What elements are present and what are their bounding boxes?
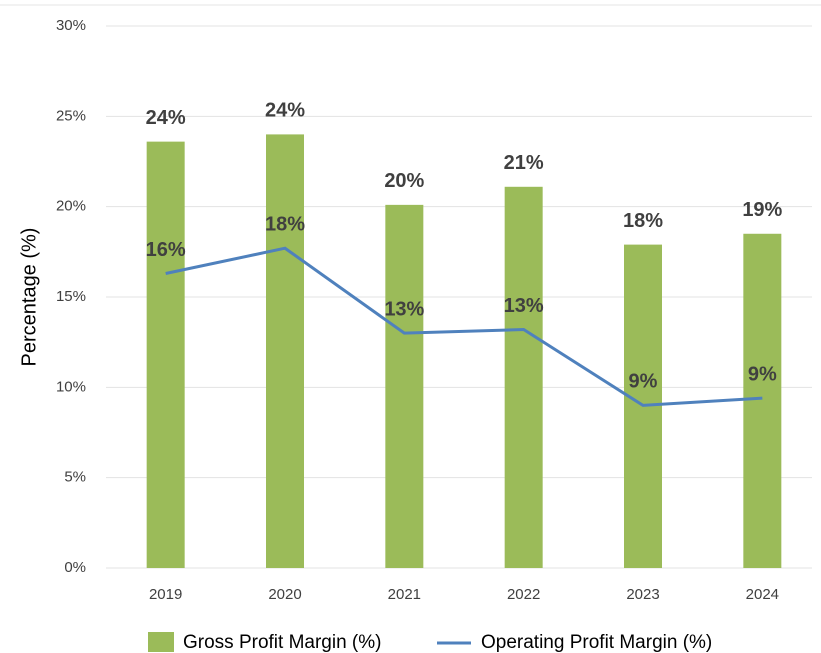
- legend-label: Gross Profit Margin (%): [183, 632, 381, 653]
- data-label: 13%: [384, 298, 424, 320]
- y-tick-label: 20%: [56, 198, 86, 215]
- data-label: 18%: [623, 210, 663, 232]
- y-axis-label: Percentage (%): [18, 228, 40, 367]
- y-tick-label: 30%: [56, 17, 86, 34]
- bar: [266, 134, 304, 568]
- y-tick-label: 5%: [64, 469, 86, 486]
- bar: [146, 141, 185, 569]
- data-label: 19%: [742, 199, 782, 221]
- x-tick-label: 2021: [388, 586, 421, 603]
- bar: [743, 233, 782, 568]
- legend: Gross Profit Margin (%) Operating Profit…: [148, 632, 712, 653]
- x-tick-label: 2019: [149, 586, 182, 603]
- data-label: 9%: [629, 371, 658, 393]
- data-label: 16%: [146, 239, 186, 261]
- data-label: 18%: [265, 214, 305, 236]
- legend-swatch: [148, 632, 174, 652]
- data-label: 20%: [384, 170, 424, 192]
- x-tick-label: 2024: [746, 586, 779, 603]
- y-tick-label: 10%: [56, 378, 86, 395]
- data-label: 9%: [748, 363, 777, 385]
- data-label: 13%: [504, 295, 544, 317]
- y-tick-label: 25%: [56, 107, 86, 124]
- y-tick-label: 0%: [64, 559, 86, 576]
- data-label: 21%: [504, 152, 544, 174]
- line: [165, 246, 763, 407]
- x-tick-label: 2022: [507, 586, 540, 603]
- y-tick-label: 15%: [56, 288, 86, 305]
- legend-label: Operating Profit Margin (%): [481, 632, 712, 653]
- data-label: 24%: [265, 100, 305, 122]
- x-tick-label: 2020: [268, 586, 301, 603]
- bar: [504, 186, 543, 568]
- x-tick-label: 2023: [626, 586, 659, 603]
- data-label: 24%: [146, 107, 186, 129]
- bar: [385, 204, 424, 569]
